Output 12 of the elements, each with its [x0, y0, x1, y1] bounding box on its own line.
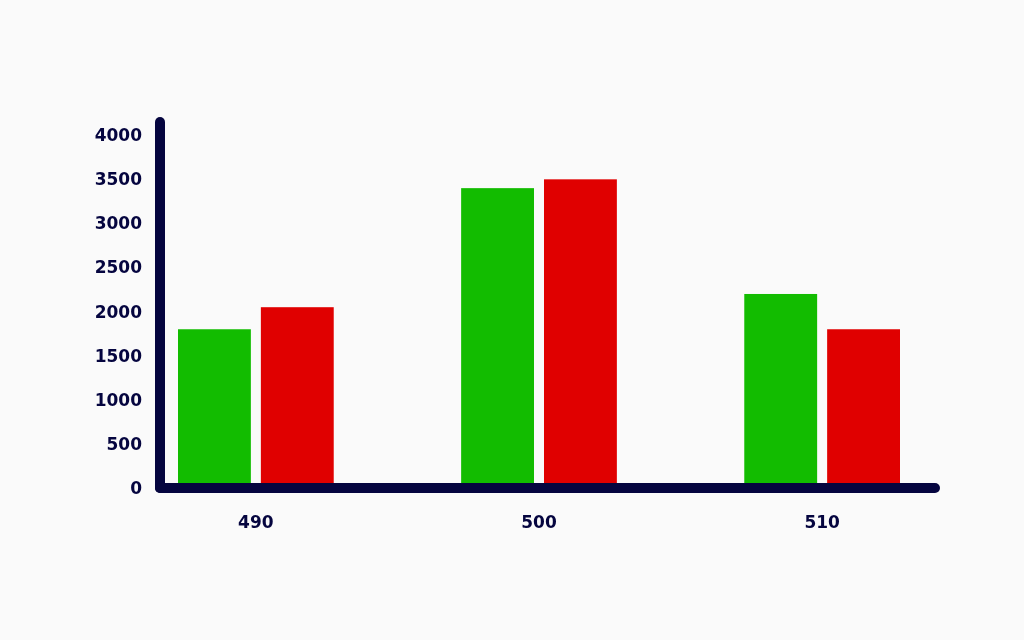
y-tick-label: 4000 — [94, 125, 143, 146]
x-tick-label: 510 — [804, 512, 841, 532]
y-tick-label: 500 — [106, 433, 143, 454]
y-tick-label: 0 — [130, 477, 143, 498]
y-tick-label: 1500 — [94, 345, 143, 366]
x-tick-label: 500 — [521, 512, 557, 532]
y-tick-label: 3000 — [94, 213, 143, 234]
y-tick-label: 1000 — [94, 389, 143, 410]
y-tick-label: 2000 — [94, 301, 143, 322]
x-tick-label: 490 — [238, 512, 274, 532]
y-tick-label: 3500 — [94, 169, 143, 190]
y-tick-label: 2500 — [94, 257, 143, 278]
